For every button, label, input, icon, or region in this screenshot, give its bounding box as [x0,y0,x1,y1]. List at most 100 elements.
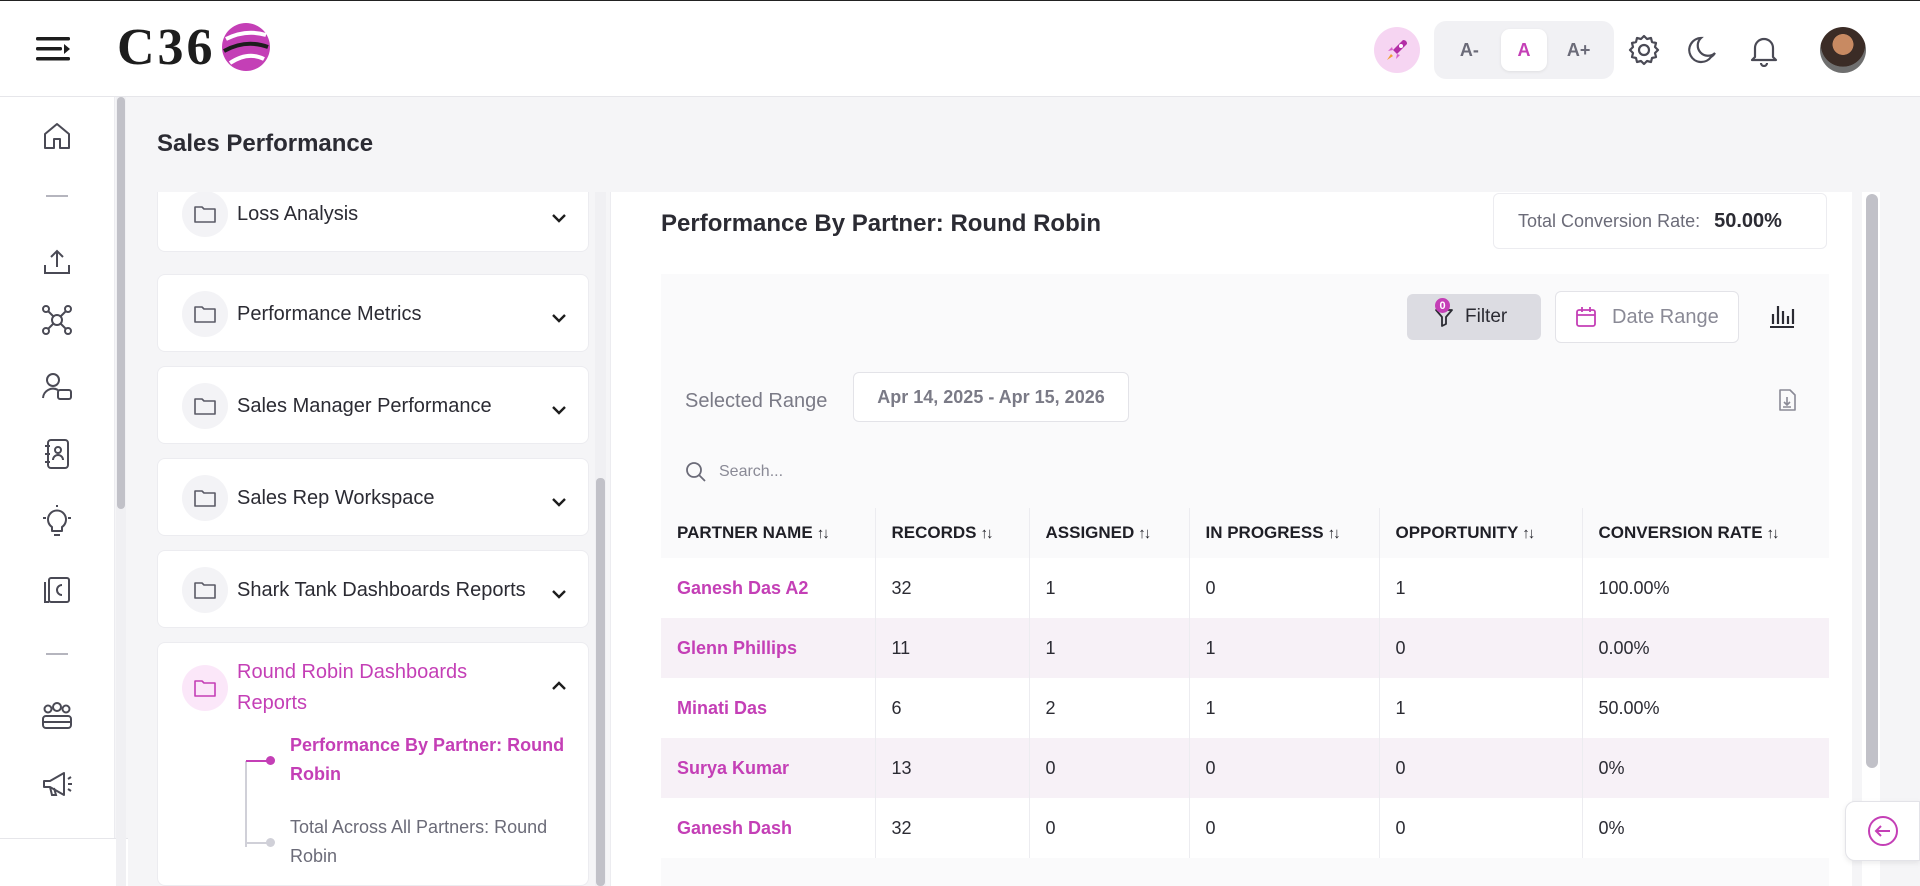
filter-icon [1435,309,1453,327]
tree-branch [246,760,271,762]
column-label: IN PROGRESS [1205,523,1324,542]
col-records[interactable]: RECORDS ↑↓ [875,508,1030,558]
cell-records: 32 [875,798,1030,858]
megaphone-icon[interactable] [40,767,74,801]
team-icon[interactable] [40,700,74,734]
sort-icon[interactable]: ↑↓ [1766,525,1780,542]
sort-icon[interactable]: ↑↓ [1522,525,1535,542]
left-rail [0,97,115,886]
subitem-performance-by-partner[interactable]: Performance By Partner: Round Robin [290,735,565,784]
chevron-up-icon[interactable] [548,675,570,697]
page-title: Sales Performance [157,130,374,157]
table-row[interactable]: Glenn Phillips 11 1 1 0 0.00% [661,618,1829,678]
logo-globe-icon [221,23,270,71]
search-box [685,452,1085,492]
filter-button[interactable]: 0 Filter [1407,294,1541,340]
moon-icon[interactable] [1687,33,1721,67]
table-row[interactable]: Surya Kumar 13 0 0 0 0% [661,738,1829,798]
cell-records: 13 [875,738,1030,798]
sort-icon[interactable]: ↑↓ [1327,525,1341,542]
chevron-down-icon[interactable] [548,583,570,605]
cell-conversion-rate: 0.00% [1582,618,1829,678]
column-label: CONVERSION RATE [1598,523,1763,542]
collapse-panel-button[interactable] [1845,801,1920,861]
accordion-performance-metrics[interactable]: Performance Metrics [157,274,589,352]
partner-name-link[interactable]: Ganesh Dash [661,798,876,858]
cell-in-progress: 0 [1189,798,1380,858]
navigator-scrollbar[interactable] [595,192,606,886]
user-avatar[interactable] [1820,27,1866,73]
bell-icon[interactable] [1747,33,1781,67]
table-row[interactable]: Ganesh Dash 32 0 0 0 0% [661,798,1829,858]
report-title: Performance By Partner: Round Robin [661,210,1102,237]
sort-icon[interactable]: ↑↓ [816,525,830,542]
cell-opportunity: 1 [1379,678,1583,738]
cell-assigned: 0 [1029,798,1190,858]
col-conversion-rate[interactable]: CONVERSION RATE ↑↓ [1582,508,1829,558]
accordion-round-robin[interactable]: Round Robin Dashboards Reports Performan… [157,642,589,886]
report-scrollbar-thumb[interactable] [1866,194,1878,768]
accordion-loss-analysis[interactable]: Loss Analysis [157,192,589,252]
folder-icon [182,383,228,429]
table-row[interactable]: Minati Das 6 2 1 1 50.00% [661,678,1829,738]
font-decrease-button[interactable]: A- [1459,39,1479,60]
accordion-sales-rep-workspace[interactable]: Sales Rep Workspace [157,458,589,536]
partner-name-link[interactable]: Glenn Phillips [661,618,876,678]
font-size-controls: A- A A+ [1434,21,1614,79]
upload-icon[interactable] [40,245,74,279]
chevron-down-icon[interactable] [548,399,570,421]
font-default-button[interactable]: A [1500,29,1547,71]
contact-book-icon[interactable] [40,437,74,471]
table-header-row: PARTNER NAME ↑↓ RECORDS ↑↓ ASSIGNED ↑↓ IN P… [661,508,1829,558]
gear-icon[interactable] [1627,33,1661,67]
partner-name-link[interactable]: Minati Das [661,678,876,738]
partner-name-link[interactable]: Surya Kumar [661,738,876,798]
cell-in-progress: 0 [1189,558,1380,618]
partner-name-link[interactable]: Ganesh Das A2 [661,558,876,618]
rocket-button[interactable] [1374,27,1420,73]
font-increase-button[interactable]: A+ [1566,39,1591,60]
col-opportunity[interactable]: OPPORTUNITY ↑↓ [1379,508,1583,558]
rail-scrollbar-thumb[interactable] [117,97,125,509]
accordion-label: Shark Tank Dashboards Reports [237,579,526,601]
date-range-button[interactable]: Date Range [1555,291,1739,343]
cell-assigned: 2 [1029,678,1190,738]
top-bar: C36 A- A A+ [0,0,1920,97]
navigator-scrollbar-thumb[interactable] [596,478,605,886]
billing-icon[interactable] [40,573,74,607]
column-label: RECORDS [891,523,977,542]
user-card-icon[interactable] [40,370,74,404]
sort-icon[interactable]: ↑↓ [980,525,994,542]
accordion-label: Round Robin Dashboards Reports [237,661,468,714]
menu-icon[interactable] [36,35,70,63]
col-in-progress[interactable]: IN PROGRESS ↑↓ [1189,508,1380,558]
network-icon[interactable] [40,303,74,337]
cell-assigned: 1 [1029,618,1190,678]
folder-icon [182,291,228,337]
chevron-down-icon[interactable] [548,207,570,229]
rail-scrollbar[interactable] [116,97,126,886]
search-icon [686,462,706,482]
subitem-total-across-partners[interactable]: Total Across All Partners: Round Robin [290,817,548,866]
sort-icon[interactable]: ↑↓ [1138,525,1151,542]
col-assigned[interactable]: ASSIGNED ↑↓ [1029,508,1190,558]
chevron-down-icon[interactable] [548,491,570,513]
rocket-icon [1387,40,1407,60]
app-logo[interactable]: C36 [117,17,272,77]
cell-conversion-rate: 0% [1582,738,1829,798]
accordion-sales-manager-performance[interactable]: Sales Manager Performance [157,366,589,444]
download-icon[interactable] [1775,388,1799,412]
conversion-label: Total Conversion Rate: [1518,210,1701,231]
accordion-shark-tank[interactable]: Shark Tank Dashboards Reports [157,550,589,628]
table-row[interactable]: Ganesh Das A2 32 1 0 1 100.00% [661,558,1829,618]
bar-chart-icon[interactable] [1767,300,1797,330]
search-input[interactable] [719,463,1059,481]
home-icon[interactable] [40,119,74,153]
column-label: PARTNER NAME [677,523,813,542]
lightbulb-icon[interactable] [40,505,74,539]
report-scrollbar[interactable] [1862,192,1880,886]
column-label: ASSIGNED [1045,523,1135,542]
col-partner-name[interactable]: PARTNER NAME ↑↓ [661,508,876,558]
cell-conversion-rate: 0% [1582,798,1829,858]
chevron-down-icon[interactable] [548,307,570,329]
